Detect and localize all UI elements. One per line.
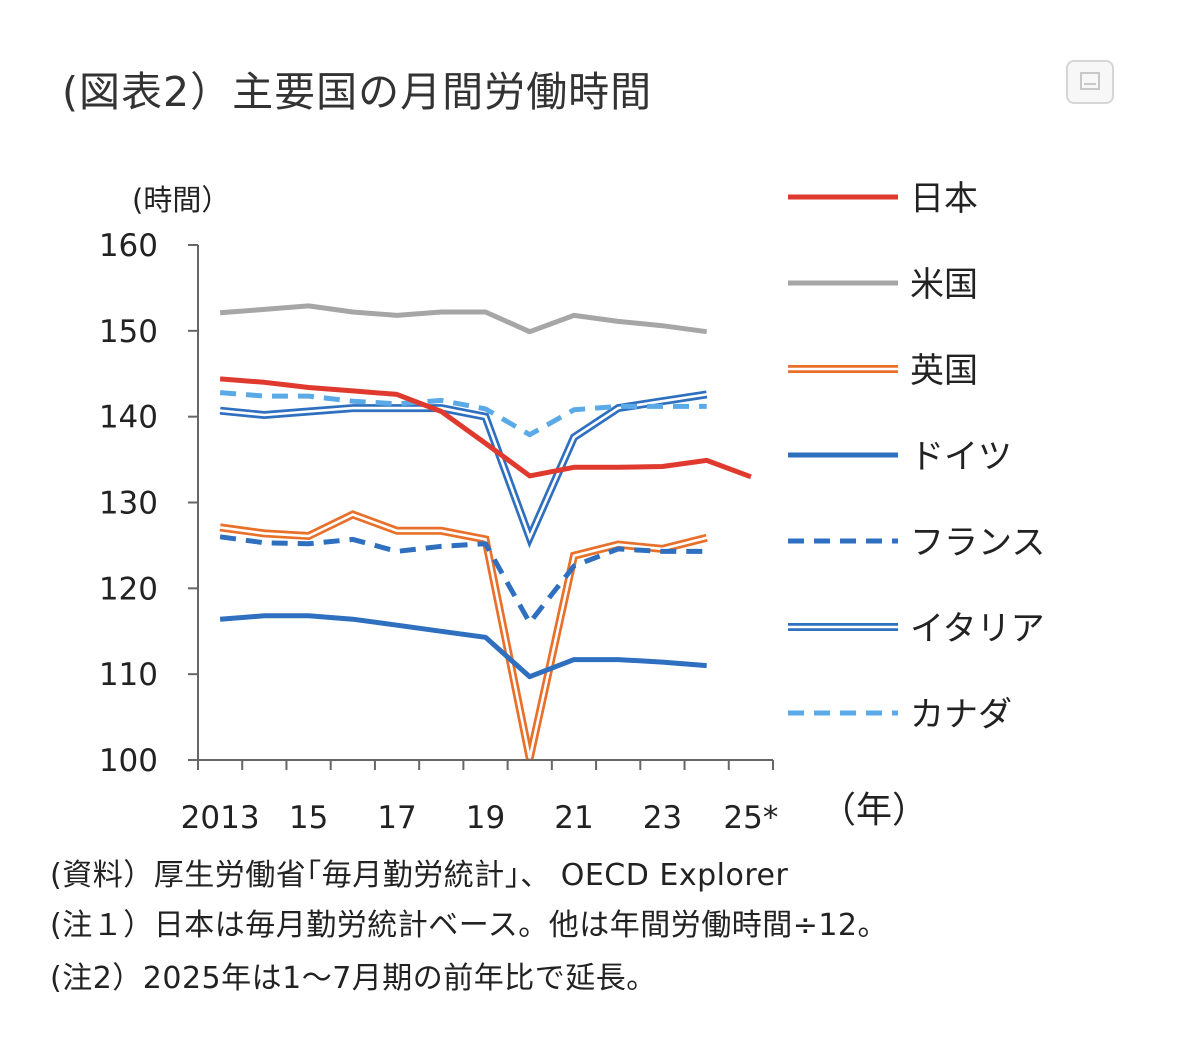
x-tick-label: 17 (377, 800, 416, 836)
series-france (219, 534, 707, 626)
footnote-2: (注2）2025年は1～7月期の前年比で延長。 (50, 961, 657, 996)
legend-label-canada: カナダ (910, 695, 1012, 735)
legend-item-germany: ドイツ (788, 437, 1012, 477)
chart-title: (図表2）主要国の月間労働時間 (62, 68, 653, 116)
series-germany (219, 613, 707, 680)
y-tick-label: 100 (99, 743, 158, 779)
y-tick-label: 130 (99, 486, 158, 522)
chart-axes: 100 110 120 130 140 150 160 (時間） 2013 15 17 19 21 23 2… (99, 183, 928, 836)
series-line-uk-inner (219, 513, 708, 759)
series-line-canada (219, 390, 707, 438)
legend-label-usa: 米国 (910, 265, 978, 305)
x-tick-label: 2013 (181, 800, 260, 836)
legend-item-france: フランス (788, 523, 1045, 563)
x-tick-label: 21 (554, 800, 593, 836)
x-tick-label: 15 (289, 800, 328, 836)
legend-item-uk: 英国 (788, 351, 978, 391)
series-uk (219, 510, 708, 760)
legend-item-japan: 日本 (788, 179, 978, 219)
series-line-france (219, 534, 707, 626)
legend-label-france: フランス (910, 523, 1045, 563)
series-japan (219, 376, 752, 480)
expand-image-button[interactable] (1066, 60, 1114, 104)
series-line-usa (219, 303, 708, 335)
series-line-germany (219, 613, 707, 680)
x-tick-label: 19 (466, 800, 505, 836)
x-tick-label: 25* (723, 800, 778, 836)
legend-label-germany: ドイツ (910, 437, 1012, 477)
y-tick-label: 160 (99, 228, 158, 264)
y-tick-label: 140 (99, 400, 158, 436)
x-tick-label: 23 (643, 800, 682, 836)
chart-series (219, 303, 752, 760)
series-usa (219, 303, 708, 335)
expand-image-icon (1080, 72, 1100, 90)
x-axis-label: （年） (820, 790, 928, 831)
legend-label-japan: 日本 (910, 179, 978, 219)
y-tick-label: 150 (99, 314, 158, 350)
legend-item-italy: イタリア (788, 609, 1045, 649)
source-note: (資料）厚生労働省｢毎月勤労統計｣、 OECD Explorer (50, 858, 789, 893)
series-line-japan (219, 376, 752, 480)
legend-item-canada: カナダ (788, 695, 1012, 735)
series-canada (219, 390, 707, 438)
legend-label-uk: 英国 (910, 351, 978, 391)
footnote-1: (注１）日本は毎月勤労統計ベース。他は年間労働時間÷12。 (50, 908, 889, 943)
y-tick-label: 110 (99, 657, 158, 693)
y-axis-label: (時間） (132, 183, 230, 217)
legend-label-italy: イタリア (910, 609, 1045, 649)
legend-item-usa: 米国 (788, 265, 978, 305)
y-tick-label: 120 (99, 571, 158, 607)
